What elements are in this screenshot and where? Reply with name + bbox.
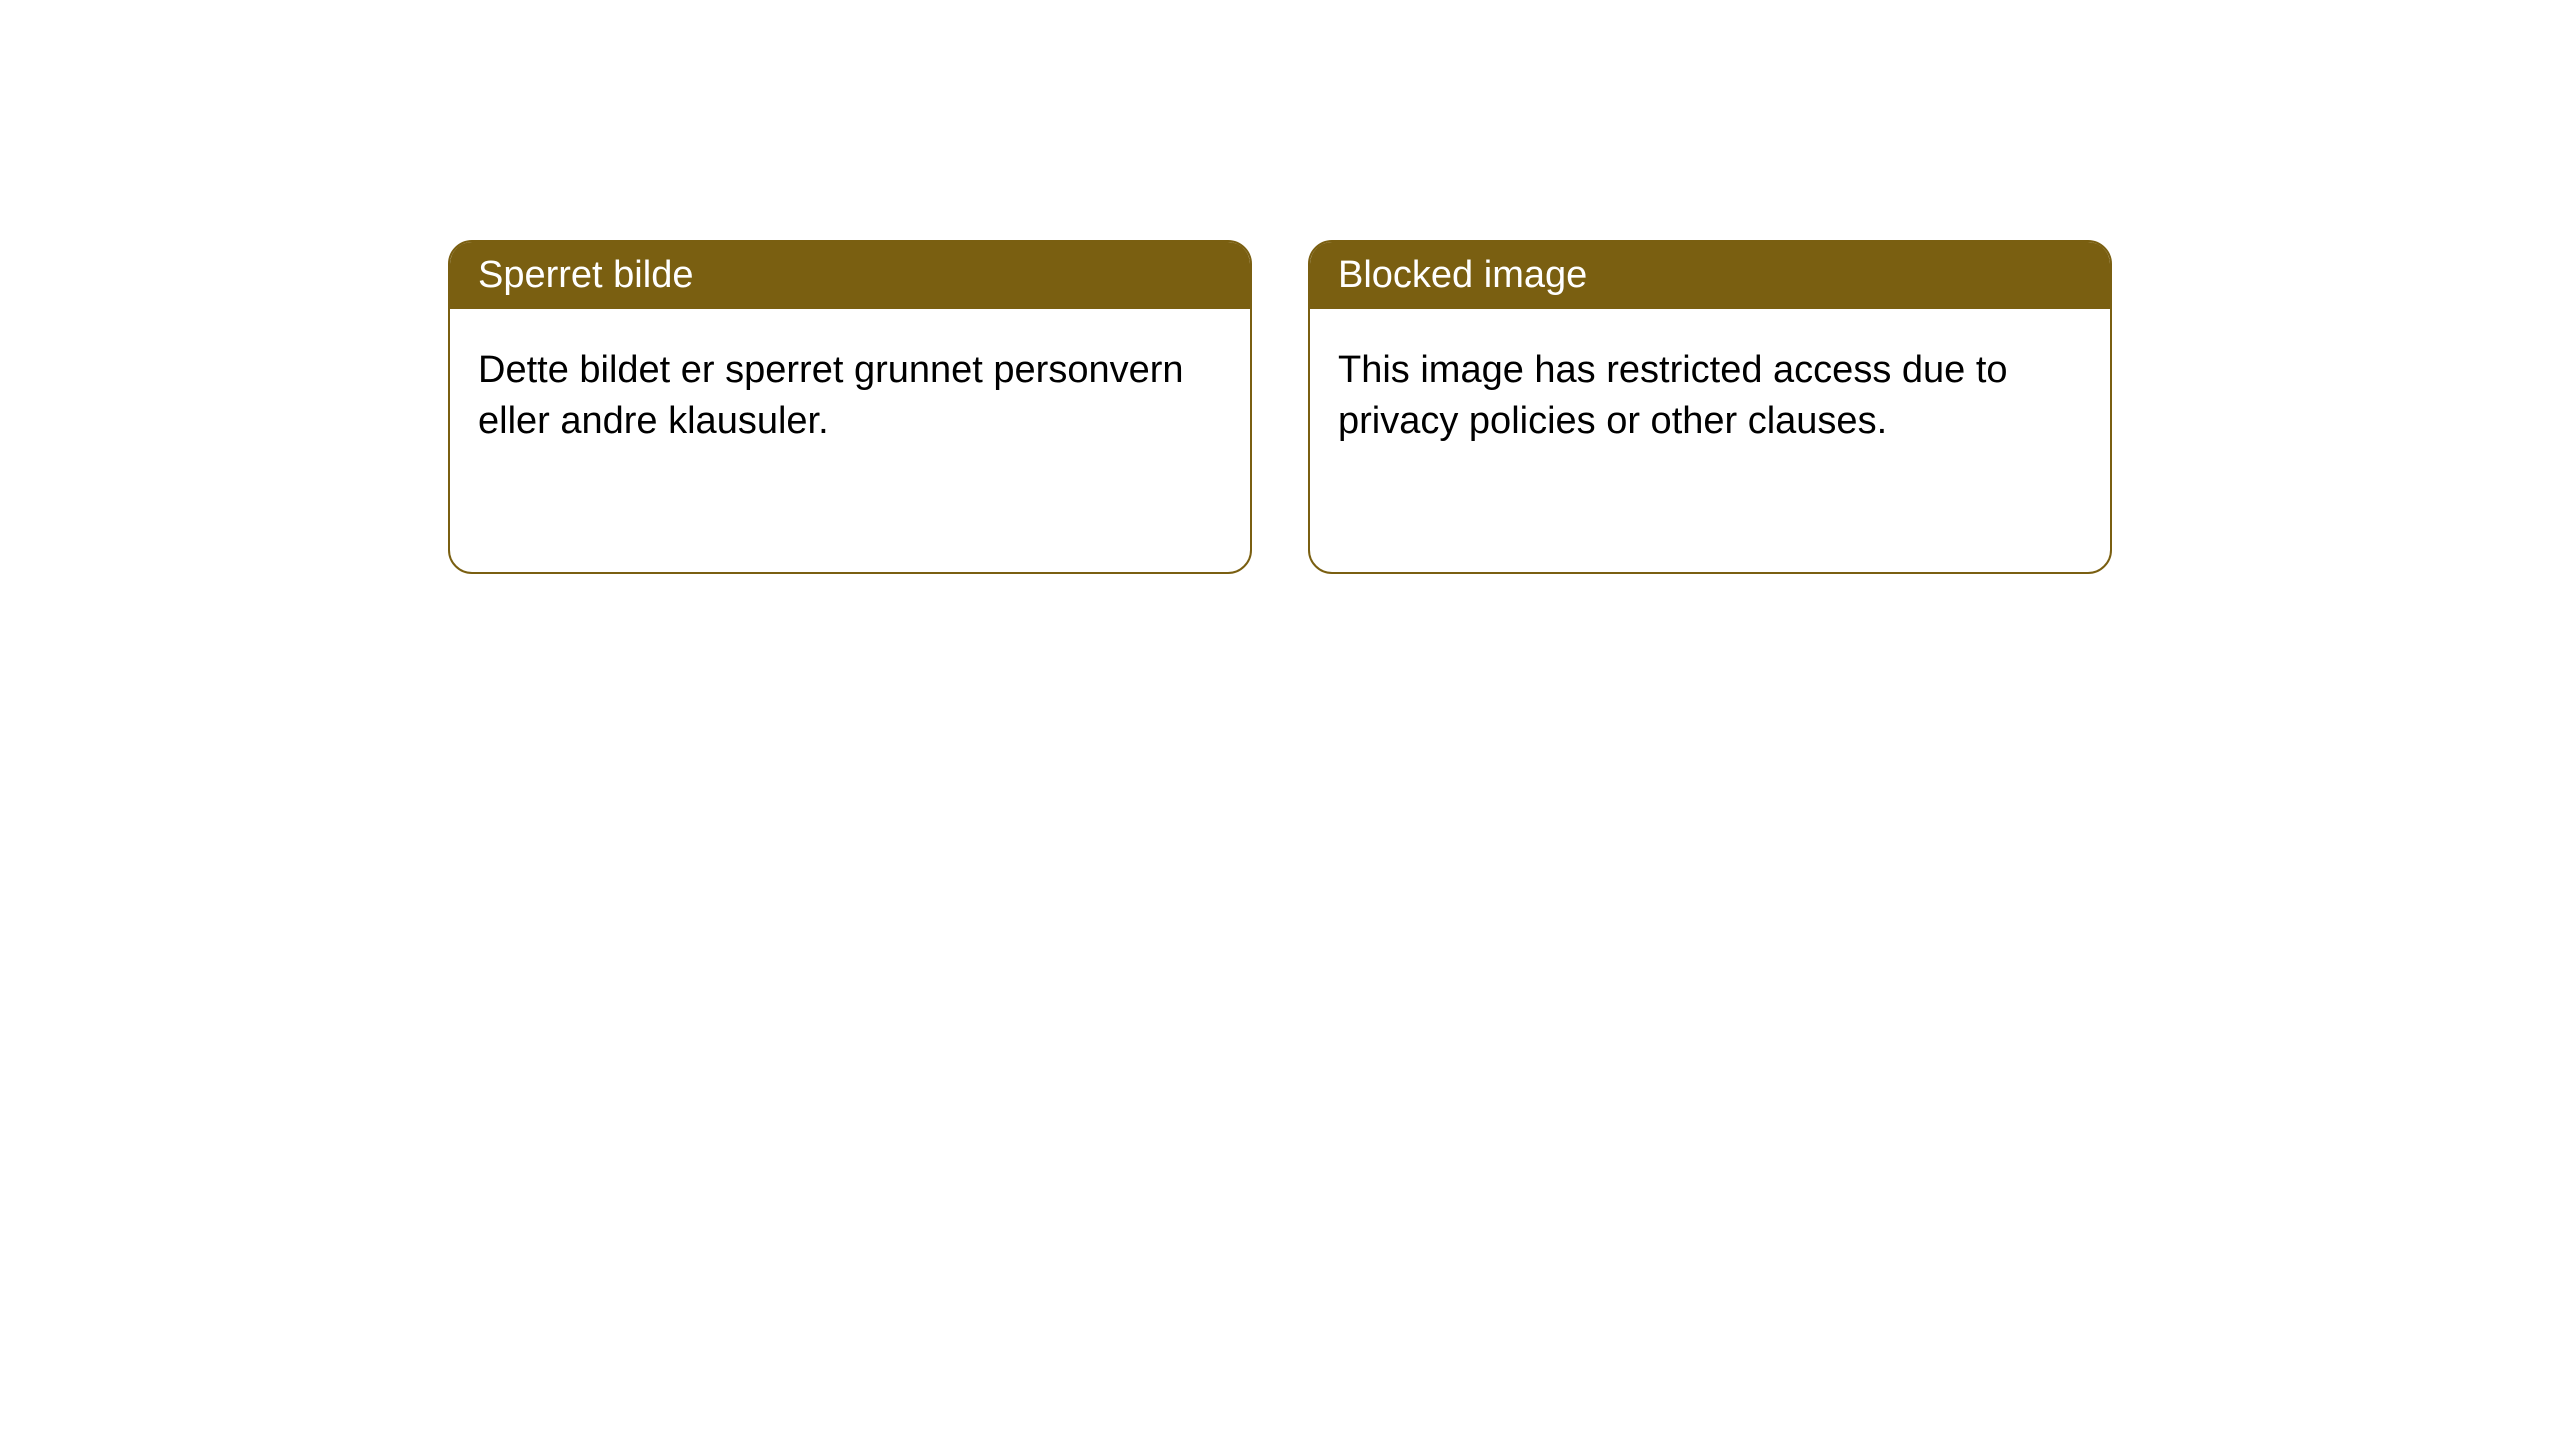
card-body-text: This image has restricted access due to … (1338, 349, 2008, 442)
card-body-text: Dette bildet er sperret grunnet personve… (478, 349, 1184, 442)
card-body: This image has restricted access due to … (1310, 309, 2110, 484)
card-title: Sperret bilde (478, 254, 693, 296)
notice-container: Sperret bilde Dette bildet er sperret gr… (448, 240, 2112, 574)
notice-card-norwegian: Sperret bilde Dette bildet er sperret gr… (448, 240, 1252, 574)
card-header: Blocked image (1310, 242, 2110, 309)
card-title: Blocked image (1338, 254, 1587, 296)
notice-card-english: Blocked image This image has restricted … (1308, 240, 2112, 574)
card-body: Dette bildet er sperret grunnet personve… (450, 309, 1250, 484)
card-header: Sperret bilde (450, 242, 1250, 309)
